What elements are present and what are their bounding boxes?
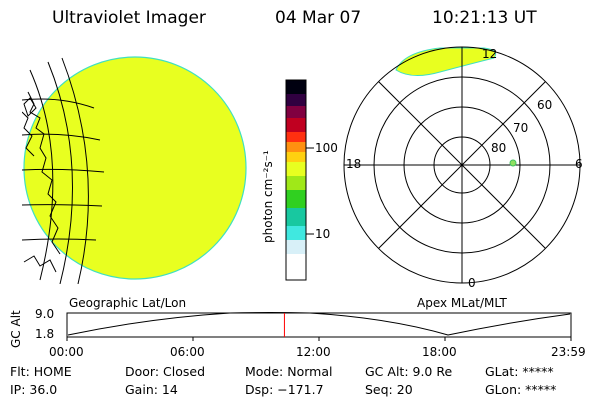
flight-status: Flt: HOME (10, 364, 72, 379)
auroral-emission-patch (395, 47, 497, 76)
mlt-label-6: 6 (575, 157, 583, 171)
glon-status: GLon: ***** (485, 382, 557, 397)
lat-label-60: 60 (537, 98, 553, 112)
gc-alt-status: GC Alt: 9.0 Re (365, 364, 453, 379)
left-panel-caption: Geographic Lat/Lon (69, 296, 187, 310)
timeline-x-tick: 18:00 (422, 345, 457, 359)
timeline-y-tick-max: 9.0 (35, 307, 55, 321)
coastline-and-grid (22, 57, 105, 284)
door-status: Door: Closed (125, 364, 206, 379)
mlt-label-18: 18 (346, 157, 362, 171)
instrument-title: Ultraviolet Imager (52, 8, 206, 28)
date-label: 04 Mar 07 (275, 8, 362, 28)
timeline-y-tick-min: 1.8 (35, 327, 55, 341)
mode-status: Mode: Normal (245, 364, 333, 379)
colorbar-unit-label: photon cm⁻²s⁻¹ (261, 150, 275, 243)
timeline-x-tick: 12:00 (296, 345, 331, 359)
time-label: 10:21:13 UT (432, 8, 537, 28)
ip-status: IP: 36.0 (10, 382, 58, 397)
glat-status: GLat: ***** (485, 364, 554, 379)
right-panel-caption: Apex MLat/MLT (417, 296, 507, 310)
timeline-x-tick: 00:00 (49, 345, 84, 359)
mlt-label-12: 12 (482, 47, 498, 61)
mlt-label-0: 0 (468, 276, 476, 290)
dsp-status: Dsp: −171.7 (245, 382, 324, 397)
geographic-image-panel (22, 56, 247, 284)
altitude-timeline (66, 312, 572, 341)
lat-label-80: 80 (491, 141, 507, 155)
polar-plot (343, 46, 581, 284)
seq-status: Seq: 20 (365, 382, 413, 397)
gain-status: Gain: 14 (125, 382, 178, 397)
colorbar-tick-10: 10 (315, 227, 331, 241)
timeline-x-tick: 06:00 (170, 345, 205, 359)
emission-spot (509, 159, 517, 167)
timeline-y-axis-title: GC Alt (9, 310, 23, 348)
timeline-x-tick: 23:59 (551, 345, 586, 359)
colorbar (285, 79, 314, 281)
colorbar-tick-100: 100 (315, 141, 338, 155)
lat-label-70: 70 (513, 121, 529, 135)
earth-disk-image (23, 56, 247, 280)
